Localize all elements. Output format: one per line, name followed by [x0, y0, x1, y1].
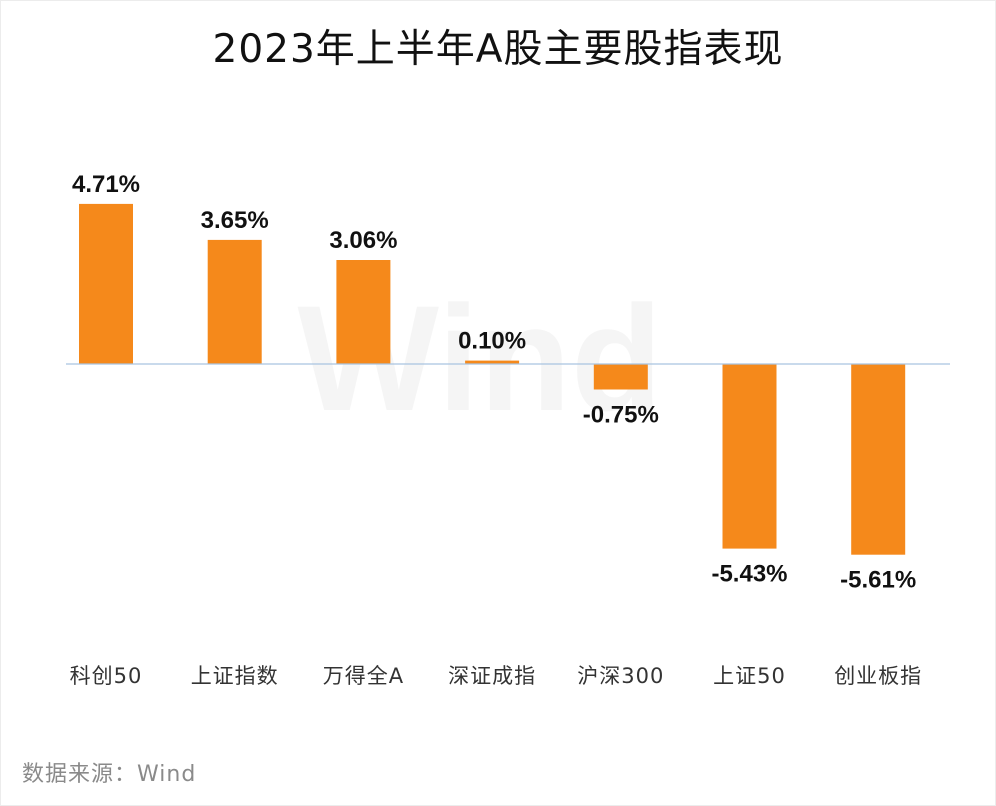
chart-title: 2023年上半年A股主要股指表现 — [212, 27, 784, 72]
category-label-5: 沪深300 — [577, 664, 664, 688]
source-note: 数据来源：Wind — [22, 762, 197, 787]
bar-3 — [336, 260, 391, 364]
data-label-3: 3.06% — [329, 227, 397, 254]
category-label-3: 万得全A — [323, 664, 404, 688]
bar-1 — [79, 203, 133, 364]
data-label-4: 0.10% — [458, 328, 526, 355]
category-label-6: 上证50 — [713, 664, 786, 688]
bar-7 — [851, 364, 906, 555]
bar-4 — [465, 360, 520, 364]
data-label-1: 4.71% — [72, 171, 140, 198]
data-label-2: 3.65% — [201, 207, 269, 234]
data-label-7: -5.61% — [840, 567, 916, 594]
category-label-2: 上证指数 — [191, 664, 279, 688]
category-label-7: 创业板指 — [834, 664, 922, 688]
bar-5 — [593, 364, 648, 390]
data-label-6: -5.43% — [711, 561, 787, 588]
category-label-4: 深证成指 — [448, 664, 536, 688]
category-label-1: 科创50 — [70, 664, 143, 688]
data-label-5: -0.75% — [583, 402, 659, 429]
bar-6 — [722, 364, 777, 549]
bar-2 — [207, 239, 262, 364]
